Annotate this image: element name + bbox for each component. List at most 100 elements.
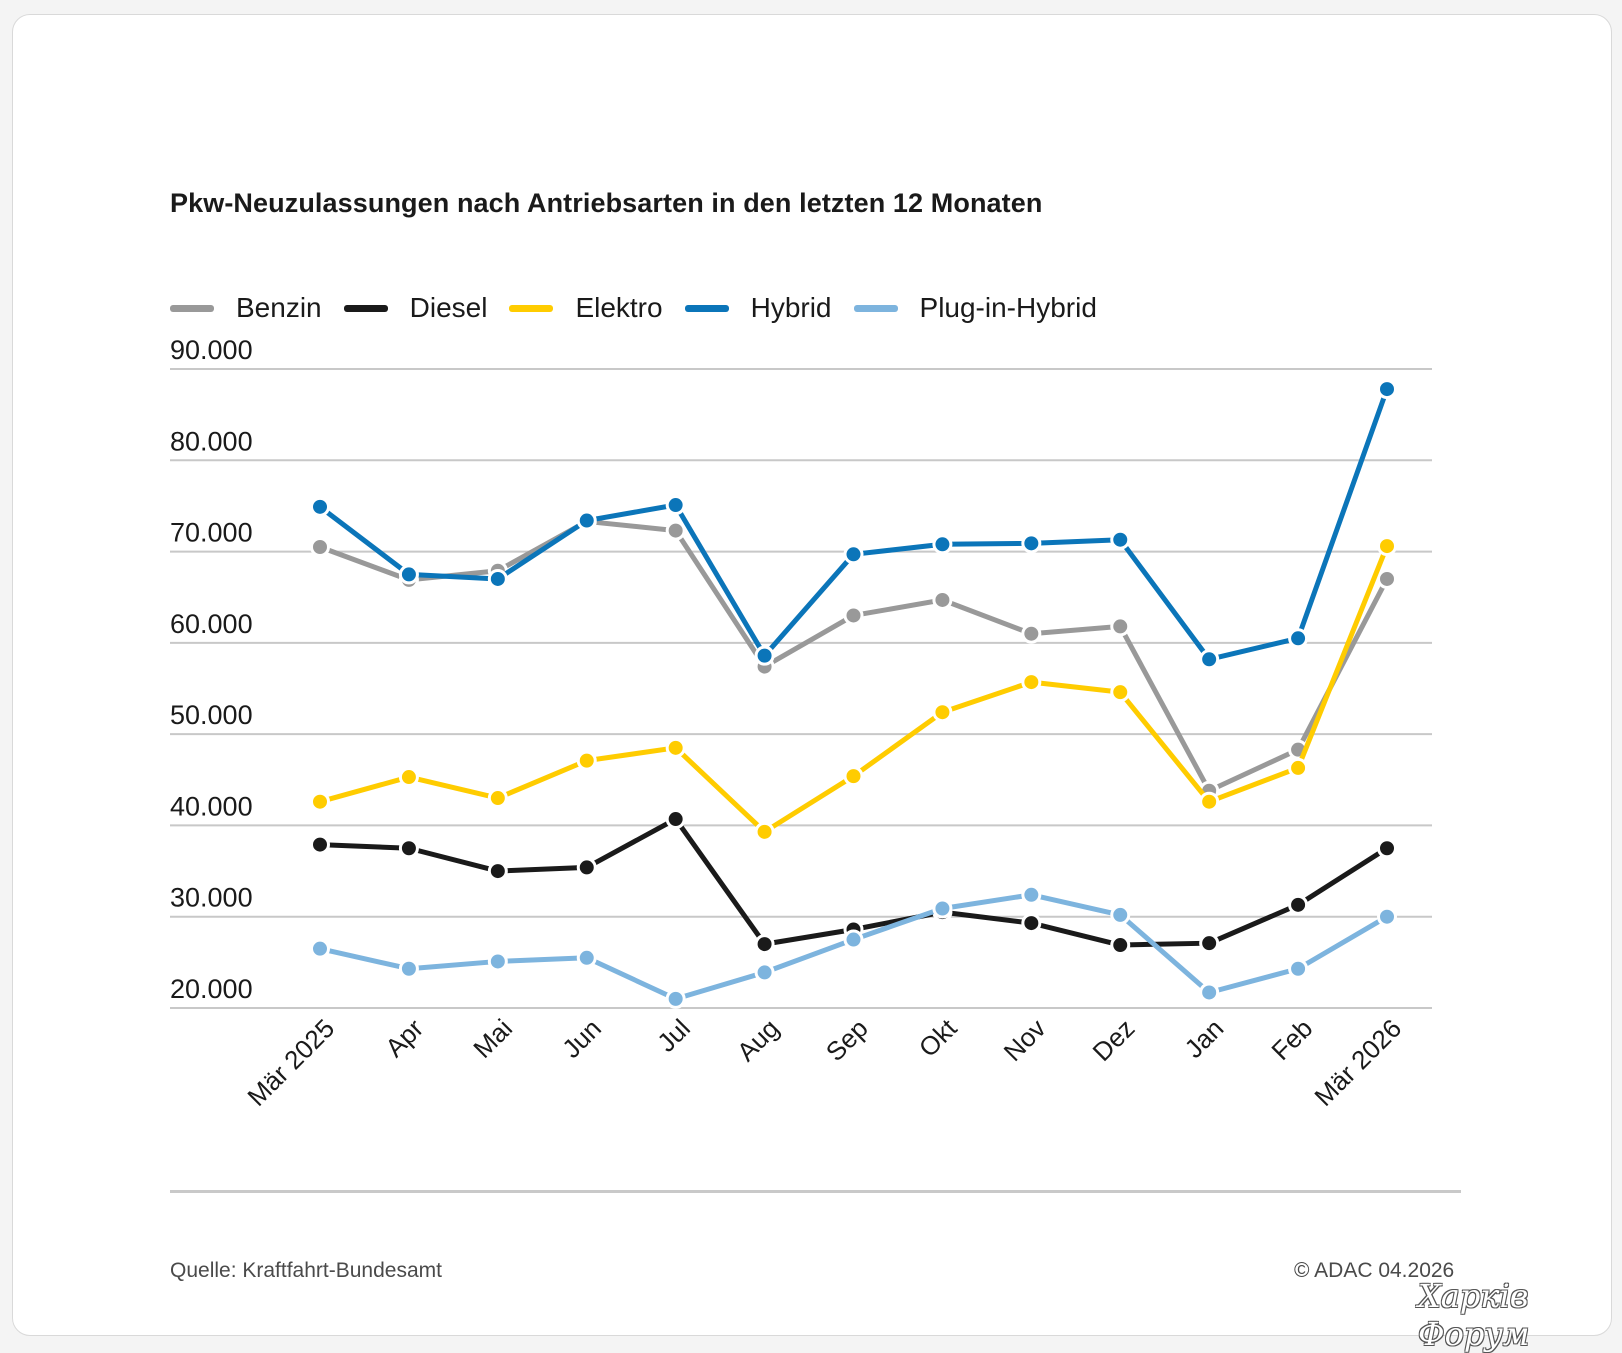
- x-tick-label: Mär 2025: [241, 1013, 340, 1112]
- data-point-benzin: [843, 605, 864, 626]
- legend-item: Diesel: [343, 292, 488, 324]
- data-point-benzin: [665, 520, 686, 541]
- x-axis-labels: Mär 2025 Apr Mai Jun Jul Aug Sep Okt Nov Dez Jan Fe…: [241, 1012, 1407, 1111]
- data-point-elektro: [1288, 757, 1309, 778]
- data-point-elektro: [310, 791, 330, 812]
- data-point-plug-in-hybrid: [1288, 958, 1309, 979]
- x-tick-label: Mai: [467, 1013, 518, 1064]
- x-tick-label: Feb: [1265, 1013, 1318, 1066]
- x-tick-label: Jun: [556, 1013, 607, 1064]
- data-point-hybrid: [1110, 529, 1131, 550]
- data-point-hybrid: [754, 645, 775, 666]
- x-tick-label: Sep: [820, 1013, 874, 1067]
- legend-swatch: [509, 304, 554, 312]
- data-point-plug-in-hybrid: [1110, 904, 1131, 925]
- footer-divider: [170, 1190, 1461, 1193]
- legend-label: Benzin: [236, 292, 322, 323]
- data-point-hybrid: [1377, 379, 1397, 400]
- y-tick-label: 80.000: [170, 426, 253, 456]
- legend-swatch: [170, 304, 214, 312]
- legend-swatch: [343, 304, 388, 312]
- data-point-hybrid: [398, 564, 419, 585]
- chart-card: [12, 14, 1612, 1336]
- data-point-diesel: [1288, 894, 1309, 915]
- y-tick-label: 90.000: [170, 335, 253, 365]
- data-point-benzin: [1110, 616, 1131, 637]
- data-point-plug-in-hybrid: [754, 962, 775, 983]
- data-point-elektro: [1021, 672, 1042, 693]
- legend-swatch: [853, 304, 898, 312]
- data-point-plug-in-hybrid: [1021, 884, 1042, 905]
- series-plug-in-hybrid: [310, 884, 1397, 1009]
- data-point-hybrid: [1199, 649, 1220, 670]
- data-point-hybrid: [1021, 533, 1042, 554]
- x-tick-label: Dez: [1087, 1013, 1141, 1067]
- data-point-plug-in-hybrid: [932, 898, 953, 919]
- legend-item: Elektro: [509, 292, 663, 324]
- series-line-elektro: [317, 543, 1390, 835]
- y-tick-label: 60.000: [170, 609, 253, 639]
- data-point-plug-in-hybrid: [665, 988, 686, 1009]
- legend-item: Plug-in-Hybrid: [853, 292, 1097, 324]
- data-point-elektro: [754, 821, 775, 842]
- data-point-diesel: [398, 838, 419, 859]
- data-point-elektro: [665, 737, 686, 758]
- y-gridlines: 20.000 30.000 40.000 50.000 60.000 70.000 80.0…: [170, 335, 1432, 1009]
- data-point-benzin: [1377, 568, 1397, 589]
- data-point-hybrid: [576, 510, 597, 531]
- data-point-hybrid: [310, 496, 330, 517]
- x-tick-label: Jul: [651, 1013, 696, 1058]
- y-tick-label: 30.000: [170, 883, 253, 913]
- line-chart: 20.000 30.000 40.000 50.000 60.000 70.000 80.0…: [170, 335, 1432, 1112]
- data-point-benzin: [310, 537, 330, 558]
- data-point-elektro: [843, 766, 864, 787]
- legend-label: Elektro: [575, 292, 663, 323]
- data-point-benzin: [1021, 623, 1042, 644]
- data-point-elektro: [487, 788, 508, 809]
- data-point-elektro: [932, 702, 953, 723]
- x-tick-label: Okt: [913, 1012, 963, 1062]
- data-point-elektro: [1199, 791, 1220, 812]
- data-point-benzin: [932, 589, 953, 610]
- data-point-plug-in-hybrid: [576, 947, 597, 968]
- data-point-elektro: [1110, 682, 1131, 703]
- x-tick-label: Mär 2026: [1308, 1013, 1407, 1112]
- data-point-diesel: [665, 809, 686, 830]
- source-note: Quelle: Kraftfahrt-Bundesamt: [170, 1259, 442, 1282]
- legend-item: Hybrid: [684, 292, 832, 324]
- legend-swatch: [684, 304, 729, 312]
- series-elektro: [310, 536, 1397, 842]
- y-tick-label: 40.000: [170, 791, 253, 821]
- data-point-plug-in-hybrid: [310, 938, 330, 959]
- legend-label: Plug-in-Hybrid: [919, 292, 1097, 323]
- data-point-hybrid: [487, 568, 508, 589]
- data-point-plug-in-hybrid: [398, 958, 419, 979]
- data-point-hybrid: [1288, 628, 1309, 649]
- data-point-elektro: [398, 767, 419, 788]
- data-point-diesel: [1110, 935, 1131, 956]
- y-tick-label: 70.000: [170, 518, 253, 548]
- data-point-diesel: [1377, 838, 1397, 859]
- data-point-plug-in-hybrid: [1377, 906, 1397, 927]
- data-point-plug-in-hybrid: [843, 929, 864, 950]
- data-point-hybrid: [932, 534, 953, 555]
- data-point-plug-in-hybrid: [1199, 982, 1220, 1003]
- x-tick-label: Aug: [731, 1013, 785, 1067]
- legend-item: Benzin: [170, 292, 322, 324]
- data-point-diesel: [487, 861, 508, 882]
- legend-label: Diesel: [409, 292, 488, 323]
- x-tick-label: Jan: [1179, 1013, 1230, 1064]
- data-point-hybrid: [665, 495, 686, 516]
- data-point-diesel: [754, 934, 775, 955]
- y-tick-label: 50.000: [170, 700, 253, 730]
- chart-title: Pkw-Neuzulassungen nach Antriebsarten in…: [170, 188, 1043, 218]
- forum-watermark: Харків Форум: [1418, 1277, 1530, 1353]
- data-point-plug-in-hybrid: [487, 951, 508, 972]
- data-point-diesel: [576, 857, 597, 878]
- data-point-diesel: [310, 834, 330, 855]
- data-point-elektro: [576, 750, 597, 771]
- series-hybrid: [310, 379, 1397, 670]
- y-tick-label: 20.000: [170, 974, 253, 1004]
- legend-label: Hybrid: [750, 292, 832, 323]
- data-point-hybrid: [843, 544, 864, 565]
